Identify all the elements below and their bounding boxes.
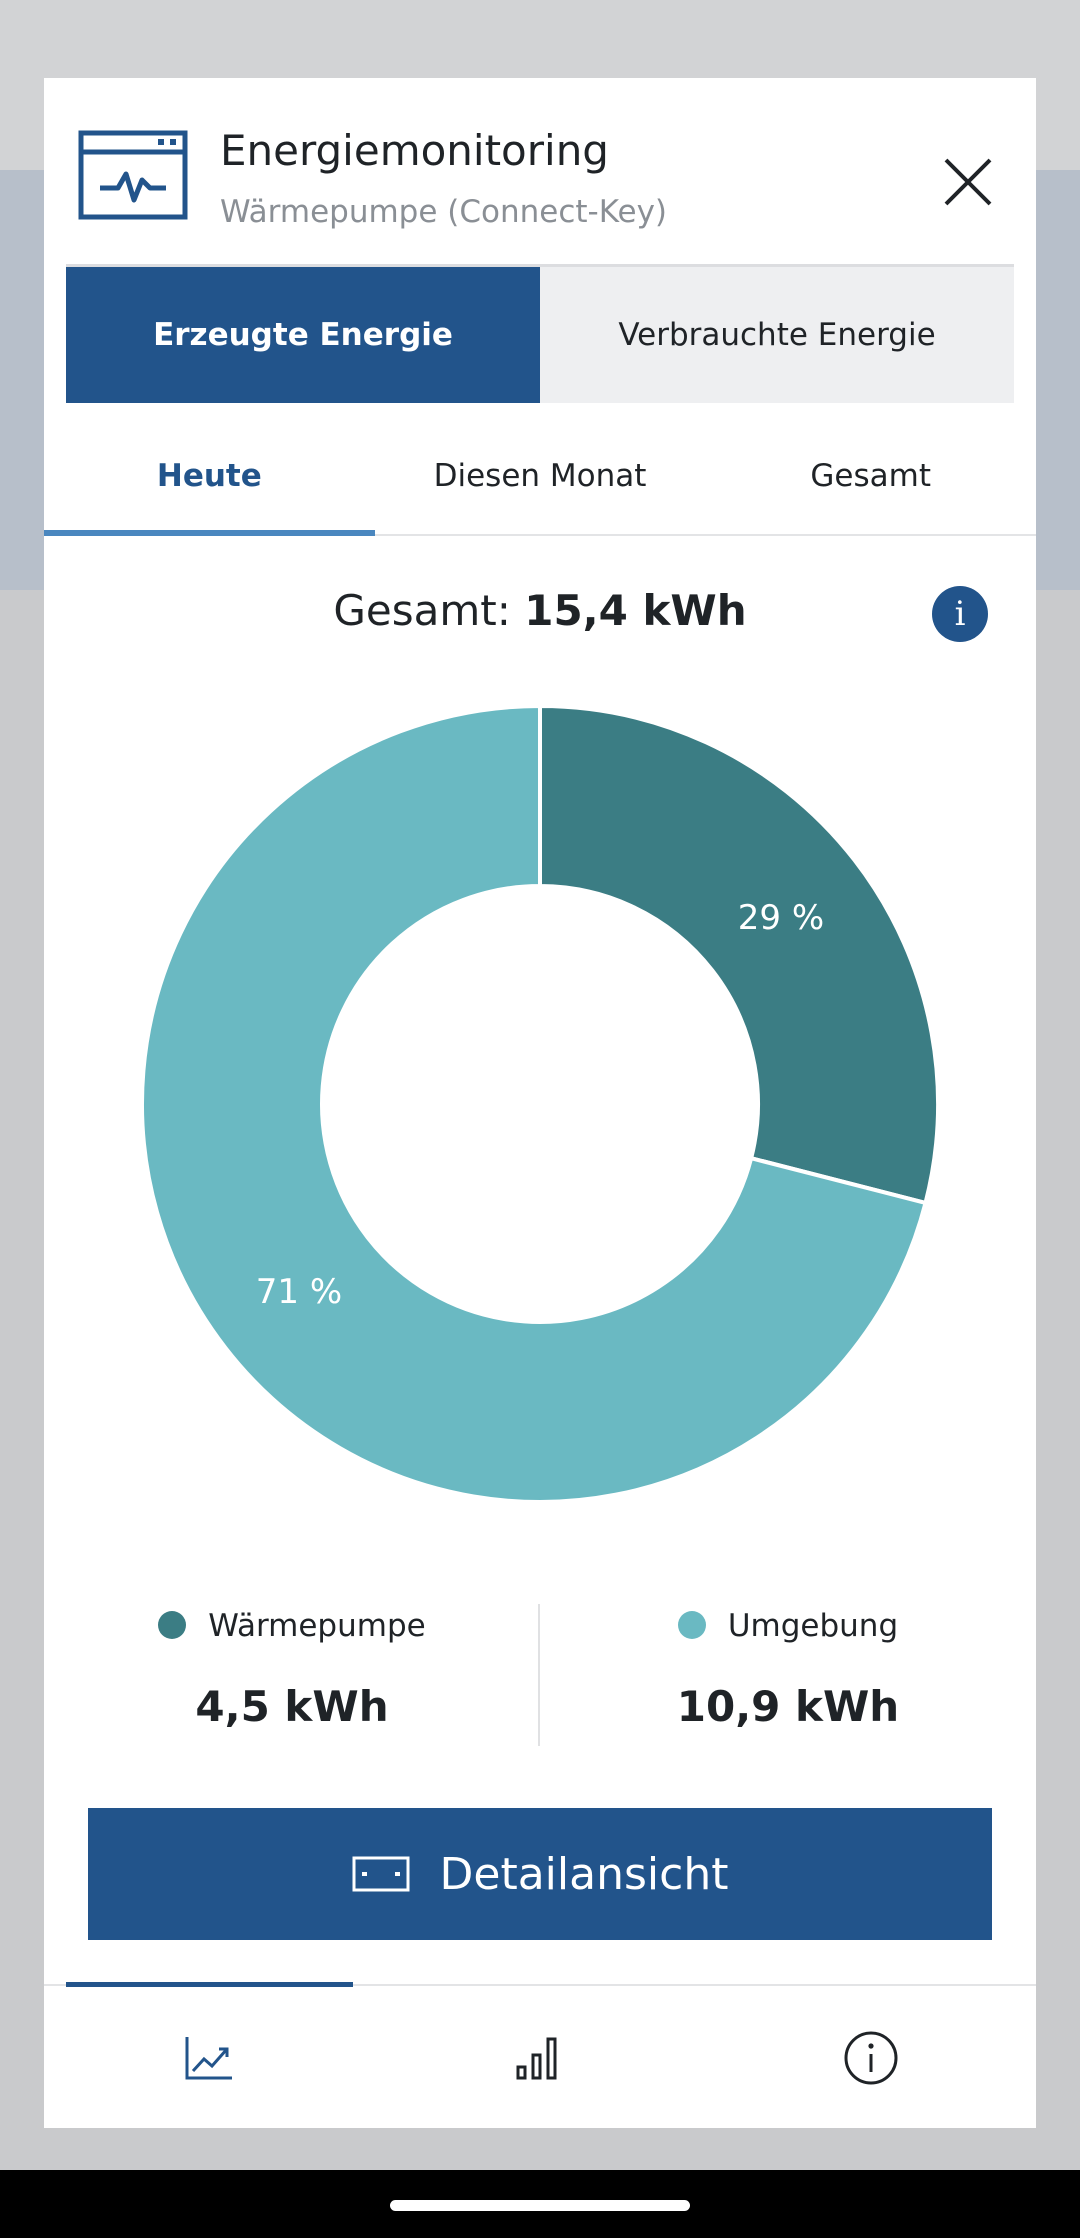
donut-label-1: 71 %	[256, 1272, 342, 1312]
info-circle-icon	[844, 2031, 898, 2085]
legend-divider	[538, 1604, 540, 1746]
dialog-title: Energiemonitoring	[220, 126, 609, 175]
legend-value-environment: 10,9 kWh	[676, 1682, 900, 1731]
legend-value-heat-pump: 4,5 kWh	[195, 1682, 389, 1731]
legend-item-heat-pump: Wärmepumpe 4,5 kWh	[44, 1598, 540, 1758]
card-icon	[352, 1856, 410, 1892]
nav-item-info[interactable]	[705, 1986, 1036, 2128]
segment-produced-energy[interactable]: Erzeugte Energie	[66, 267, 540, 403]
detail-view-button[interactable]: Detailansicht	[88, 1808, 992, 1940]
close-icon[interactable]	[928, 142, 1008, 222]
legend-item-environment: Umgebung 10,9 kWh	[540, 1598, 1036, 1758]
monitor-pulse-icon	[78, 130, 188, 220]
legend-dot-heat-pump	[158, 1611, 187, 1639]
total-label: Gesamt:	[333, 586, 511, 635]
legend-dot-environment	[677, 1611, 706, 1639]
dialog-header: Energiemonitoring Wärmepumpe (Connect-Ke…	[44, 78, 1036, 264]
detail-view-label: Detailansicht	[439, 1848, 729, 1900]
tab-this-month[interactable]: Diesen Monat	[433, 458, 647, 494]
line-chart-icon	[185, 2037, 233, 2080]
dialog-subtitle: Wärmepumpe (Connect-Key)	[220, 194, 668, 230]
info-icon[interactable]: i	[932, 586, 988, 642]
donut-inner-ring	[322, 886, 758, 1322]
legend-label-heat-pump: Wärmepumpe	[208, 1608, 426, 1644]
tab-today[interactable]: Heute	[44, 418, 375, 536]
nav-item-statistics[interactable]	[375, 1986, 706, 2128]
bottom-navigation	[44, 1982, 1036, 2128]
donut-center	[344, 908, 736, 1300]
segment-consumed-energy[interactable]: Verbrauchte Energie	[618, 317, 936, 353]
tab-total[interactable]: Gesamt	[810, 458, 931, 494]
energy-donut-chart: 29 % 71 %	[140, 704, 940, 1504]
energy-type-switch: Erzeugte Energie Verbrauchte Energie	[66, 264, 1014, 403]
home-indicator[interactable]	[390, 2200, 690, 2211]
nav-item-trend[interactable]	[44, 1982, 375, 2128]
donut-label-0: 29 %	[738, 898, 824, 938]
total-energy: Gesamt: 15,4 kWh	[44, 586, 1036, 656]
donut-slice-1	[140, 704, 928, 1504]
chart-legend: Wärmepumpe 4,5 kWh Umgebung 10,9 kWh	[44, 1598, 1036, 1758]
period-tabs: Heute Diesen Monat Gesamt	[44, 418, 1036, 536]
total-value: 15,4 kWh	[524, 586, 747, 635]
donut-slice-0	[538, 704, 940, 1206]
energy-monitoring-dialog: Energiemonitoring Wärmepumpe (Connect-Ke…	[44, 78, 1036, 2128]
legend-label-environment: Umgebung	[727, 1608, 899, 1644]
bar-chart-icon	[516, 2037, 557, 2080]
